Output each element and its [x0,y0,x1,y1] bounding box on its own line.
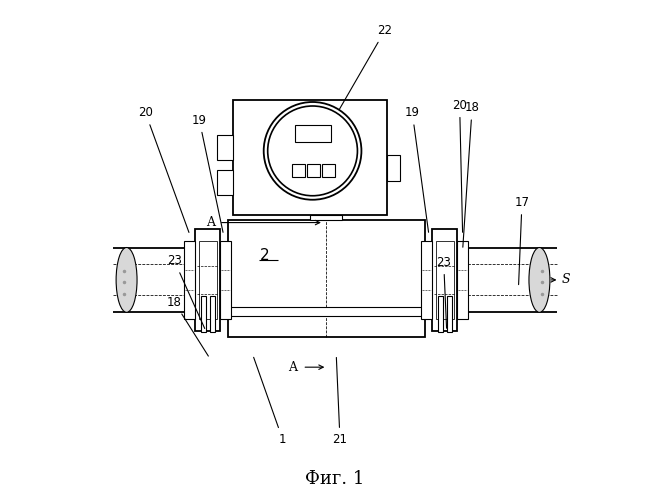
Text: 23: 23 [436,256,451,328]
Bar [307,164,320,177]
Bar [210,296,215,332]
Bar [196,229,220,331]
Bar [447,296,452,332]
Text: 18: 18 [167,296,208,356]
Bar [387,156,400,181]
Text: 19: 19 [405,106,429,232]
Bar [220,242,231,318]
Bar [217,136,233,160]
Text: 23: 23 [167,254,205,328]
Bar [184,242,196,318]
Text: A: A [206,216,215,229]
Bar [436,242,454,318]
Bar [432,229,457,331]
Circle shape [268,106,357,196]
Text: 1: 1 [254,358,286,446]
Text: 2: 2 [260,248,270,262]
Text: 19: 19 [192,114,223,232]
Text: 20: 20 [452,99,467,232]
Bar [199,242,217,318]
Bar [438,296,443,332]
Bar [232,100,387,215]
Bar [457,242,468,318]
Bar [322,164,334,177]
Bar [201,296,206,332]
Text: 22: 22 [339,24,393,109]
Text: 21: 21 [332,358,348,446]
Text: S: S [562,274,570,286]
Text: Фиг. 1: Фиг. 1 [306,470,364,488]
Text: 18: 18 [463,102,480,247]
Bar [295,125,330,142]
Bar [421,242,432,318]
Text: 20: 20 [138,106,189,232]
Ellipse shape [116,248,137,312]
Bar [310,215,342,220]
Text: A: A [288,360,297,374]
Circle shape [264,102,361,200]
Bar [228,220,425,338]
Bar [291,164,305,177]
Text: 17: 17 [515,196,529,284]
Bar [217,170,233,195]
Ellipse shape [529,248,550,312]
